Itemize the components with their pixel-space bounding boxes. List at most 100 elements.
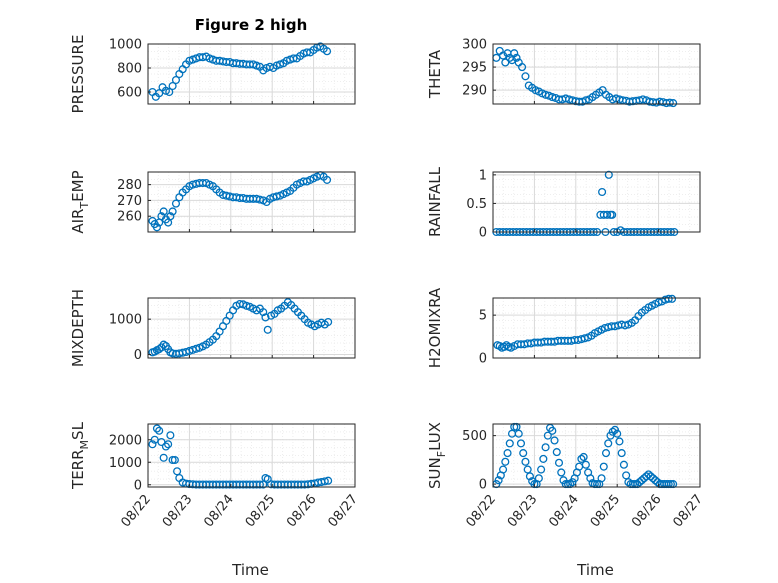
data-point (597, 474, 606, 483)
data-point (289, 54, 298, 63)
data-point (523, 465, 532, 474)
axes-box (492, 171, 701, 233)
data-point (261, 313, 270, 322)
y-tick-label: 0 (479, 352, 487, 367)
y-axis-label: RAINFALL (426, 166, 444, 237)
data-point (619, 460, 628, 469)
data-point (165, 87, 174, 97)
data-point (510, 49, 519, 58)
data-point (552, 448, 561, 457)
y-axis-label: AIRTEMP (69, 170, 91, 233)
data-point (263, 325, 272, 334)
data-point (322, 47, 332, 56)
data-point (164, 440, 173, 449)
data-point (161, 442, 170, 451)
data-point (171, 75, 181, 85)
data-point (613, 429, 622, 438)
data-point (586, 474, 595, 483)
data-point (171, 199, 181, 208)
data-point (608, 427, 617, 436)
data-point (537, 465, 546, 474)
data-point (242, 301, 251, 310)
data-point (155, 345, 164, 354)
data-point (159, 453, 168, 462)
data-point (512, 53, 521, 62)
y-tick-label: 300 (462, 38, 487, 53)
data-point (255, 195, 264, 204)
figure-title: Figure 2 high (195, 16, 308, 34)
y-tick-label: 290 (462, 84, 487, 99)
y-tick-label: 260 (117, 210, 142, 225)
data-point (516, 439, 526, 448)
y-tick-label: 0 (479, 478, 487, 493)
y-axis-label: THETA (426, 49, 444, 99)
y-axis-label: MIXDEPTH (69, 289, 87, 367)
data-point (152, 424, 162, 433)
axes-box (147, 297, 356, 359)
data-point (170, 455, 179, 465)
data-point (155, 426, 164, 435)
subplot-rainfall: 0 0.5 1 RAINFALL (426, 166, 701, 241)
subplot-theta: 290 295 300 THETA (426, 38, 701, 108)
x-axis-label: Time (576, 561, 614, 579)
data-point (322, 175, 332, 184)
data-point (667, 294, 677, 303)
data-point (518, 63, 527, 72)
y-tick-label: 270 (117, 194, 142, 209)
data-point (603, 210, 612, 219)
data-point (168, 81, 177, 91)
axes-box (492, 43, 701, 105)
subplot-pressure: 600 800 1000 PRESSURE (69, 35, 356, 114)
y-tick-label: 5 (479, 309, 487, 324)
y-tick-label: 0 (134, 478, 142, 493)
subplot-h2omixra: 0 5 H2OMIXRA (426, 287, 701, 368)
y-axis-label: SUNFLUX (426, 422, 448, 489)
data-point (272, 192, 281, 201)
data-point (608, 210, 617, 219)
data-point (503, 449, 512, 458)
data-point (617, 449, 626, 458)
axes-box (147, 43, 356, 105)
data-point (255, 480, 264, 489)
data-point (541, 443, 550, 452)
data-point (166, 431, 175, 440)
data-point (604, 170, 613, 179)
data-point (324, 476, 333, 485)
data-point (502, 341, 511, 350)
data-point (664, 294, 673, 303)
data-point (604, 439, 613, 448)
x-axis-label: Time (231, 561, 269, 579)
axes-box (492, 297, 701, 359)
y-tick-label: 2000 (109, 433, 142, 448)
y-tick-label: 295 (462, 61, 487, 76)
data-point (550, 436, 559, 445)
data-point (166, 212, 175, 221)
data-point (622, 471, 631, 480)
data-point (598, 187, 607, 197)
data-point (599, 462, 608, 471)
subplot-mixdepth: 0 1000 MIXDEPTH (69, 289, 356, 367)
data-point (615, 437, 624, 446)
data-point (665, 98, 674, 107)
y-tick-label: 600 (117, 86, 142, 101)
data-point (168, 207, 177, 216)
y-tick-label: 1000 (109, 456, 142, 471)
data-point (521, 457, 530, 466)
data-point (501, 457, 510, 466)
data-point (168, 455, 177, 465)
data-point (521, 72, 530, 81)
data-point (159, 207, 168, 216)
data-point (548, 426, 557, 435)
data-point (519, 449, 528, 458)
data-point (557, 468, 566, 477)
y-axis-label: PRESSURE (69, 35, 87, 114)
axes-box (492, 423, 701, 488)
y-axis-label: TERRMSL (69, 421, 91, 490)
data-point (514, 429, 523, 438)
data-point (152, 223, 162, 232)
plot-area (493, 424, 700, 487)
data-point (534, 474, 543, 483)
y-tick-label: 1000 (109, 38, 142, 53)
